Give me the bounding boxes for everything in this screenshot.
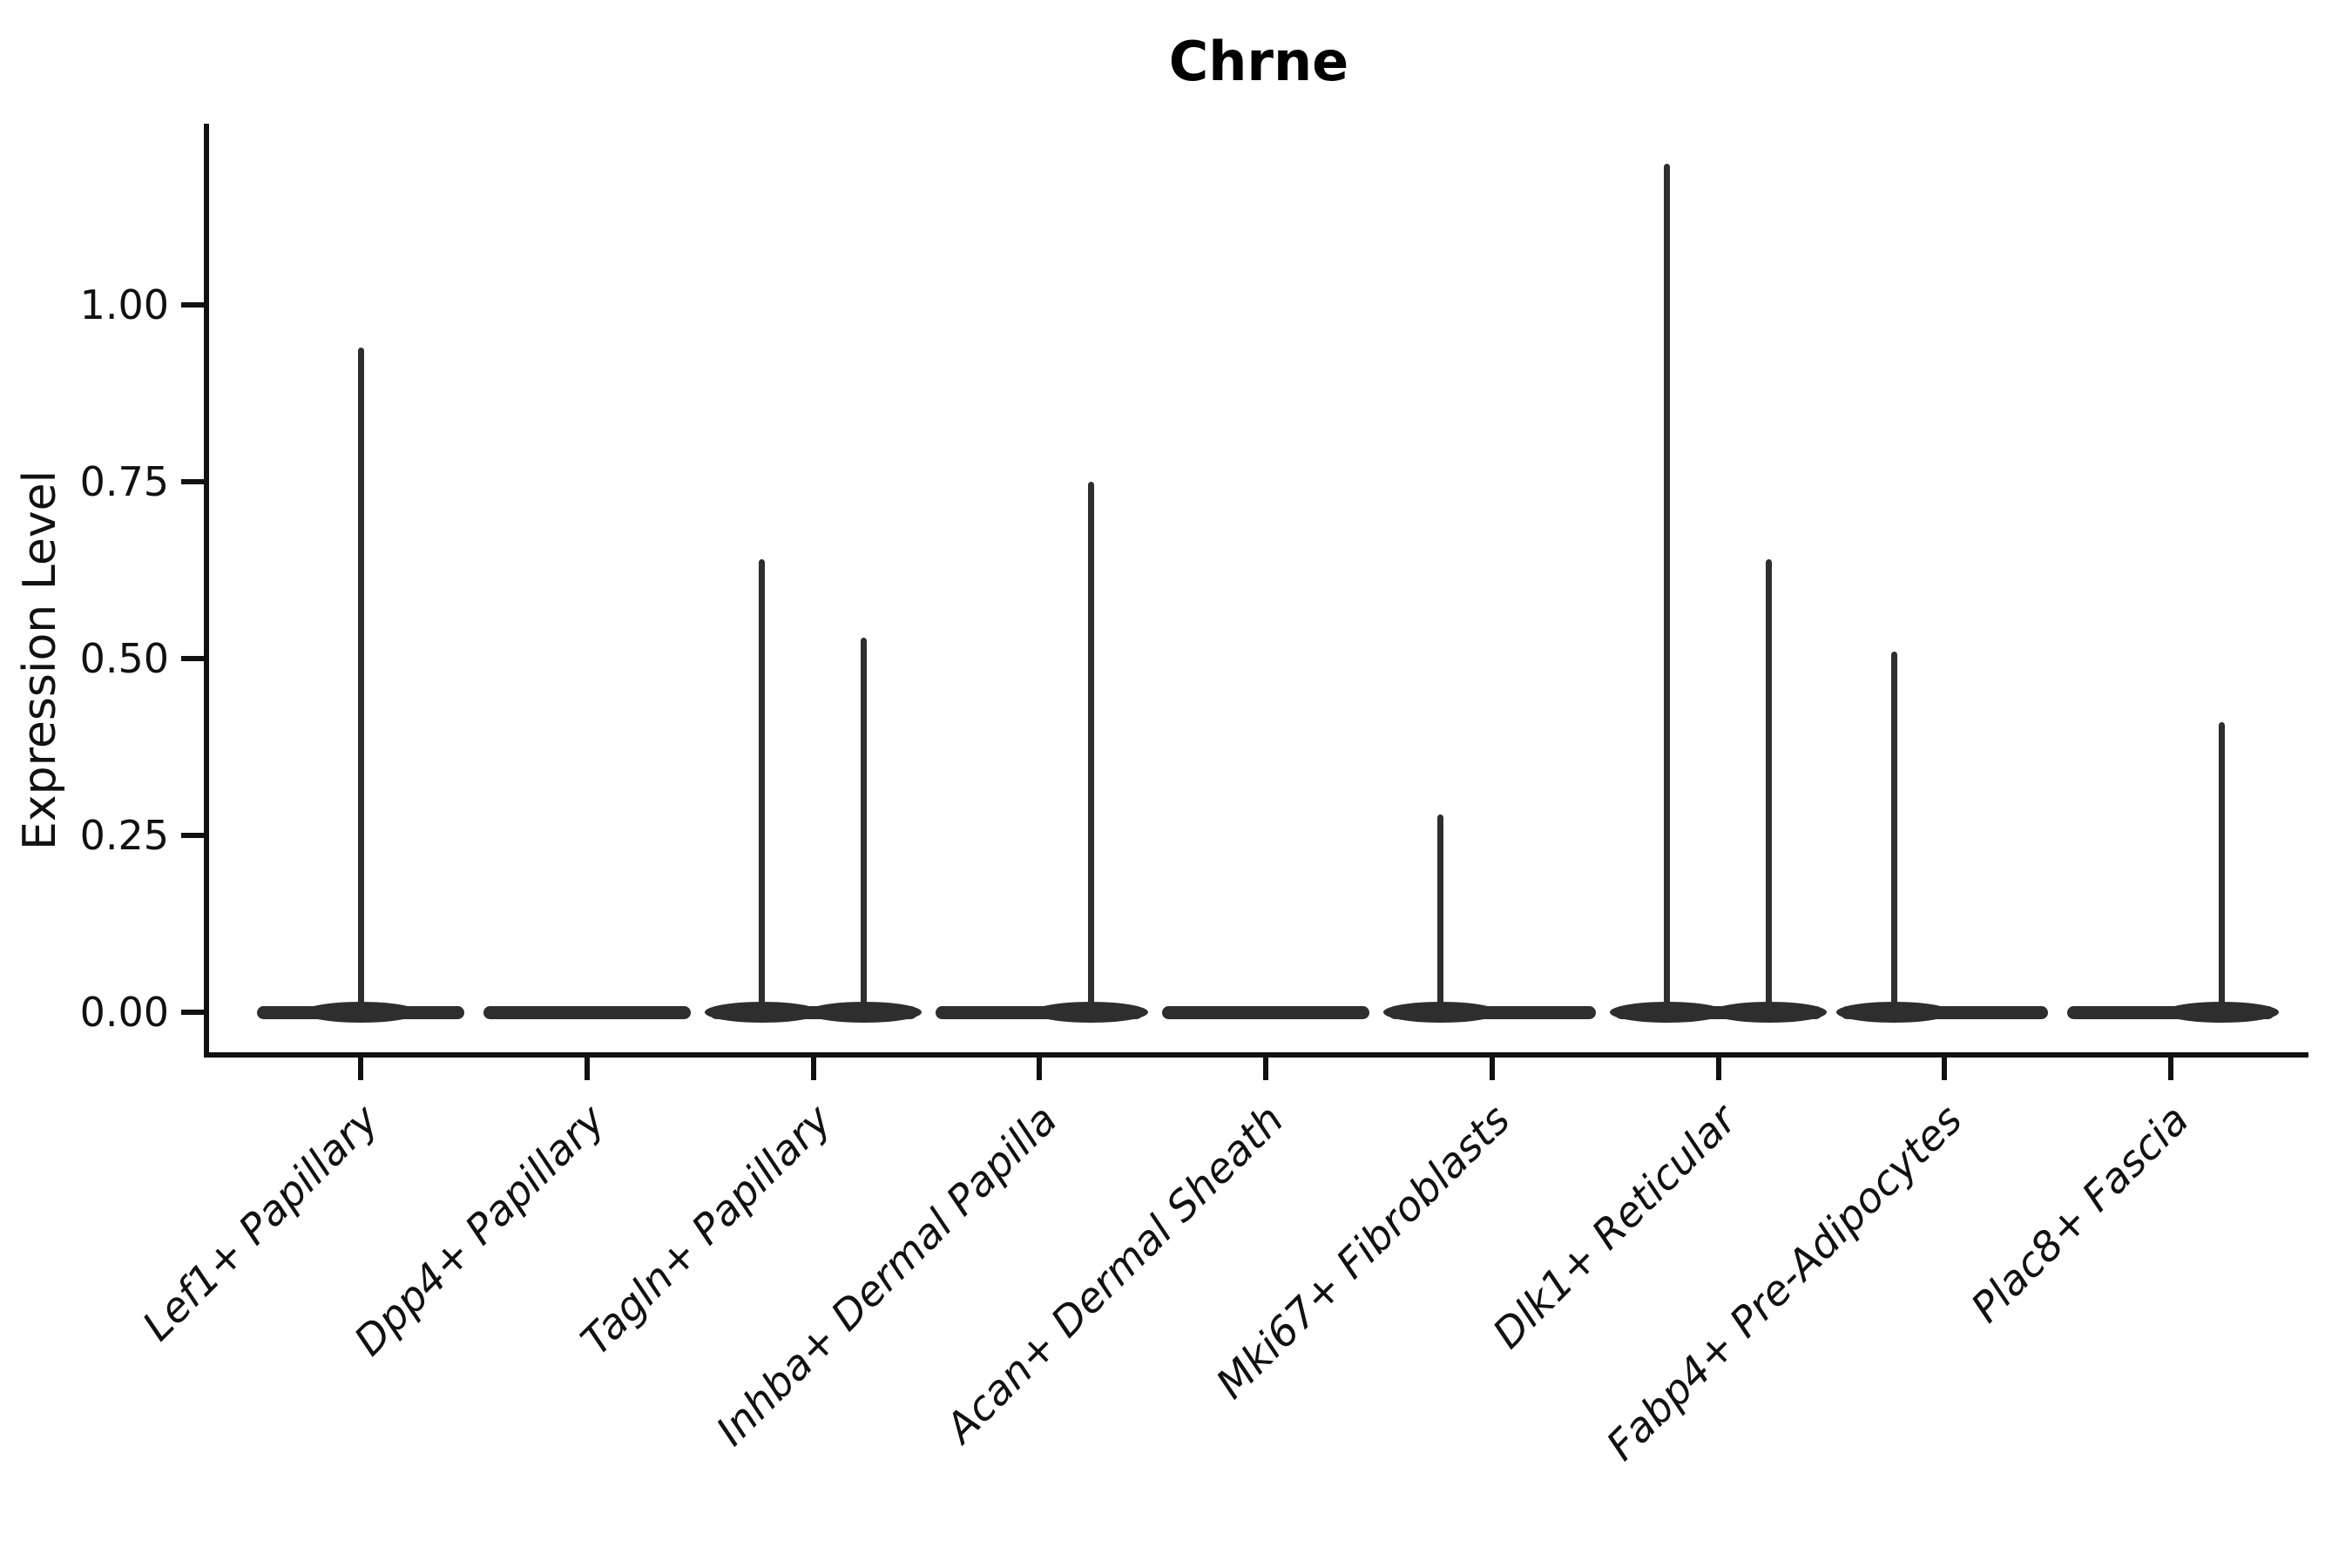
x-category-label: Dlk1+ Reticular [1484,1096,1746,1358]
violin-needle [1087,482,1094,1012]
violin-body [483,1006,691,1019]
y-tick-mark [181,656,204,661]
x-category-label: Dpp4+ Papillary [345,1096,615,1366]
violin-needle [1437,814,1444,1012]
x-category-label: Tagln+ Papillary [571,1096,841,1365]
x-tick-mark [358,1058,363,1080]
y-axis-label: Expression Level [14,470,66,851]
y-tick-label: 0.25 [79,812,169,859]
y-tick-label: 1.00 [79,281,169,328]
x-category-label: Fabp4+ Pre-Adipocytes [1598,1096,1972,1470]
x-tick-mark [1263,1058,1268,1080]
violin-needle [861,637,868,1012]
violin-needle [1664,163,1671,1012]
x-tick-mark [810,1058,816,1080]
y-tick-mark [181,302,204,308]
violin-needle [759,559,766,1012]
chart-title: Chrne [1168,30,1349,93]
violin-body [1162,1006,1369,1019]
violin-needle [1890,651,1897,1012]
x-tick-mark [584,1058,590,1080]
x-tick-mark [1037,1058,1043,1080]
y-tick-label: 0.00 [79,989,169,1036]
x-tick-mark [1942,1058,1948,1080]
x-category-label: Lef1+ Papillary [133,1096,389,1351]
y-axis-line [204,124,209,1058]
y-tick-label: 0.75 [79,458,169,505]
y-tick-mark [181,833,204,838]
y-tick-label: 0.50 [79,635,169,682]
violin-needle [2218,722,2225,1012]
y-tick-mark [181,479,204,484]
x-tick-mark [2168,1058,2173,1080]
x-tick-mark [1489,1058,1495,1080]
x-axis-line [204,1052,2308,1058]
violin-needle [1766,559,1773,1012]
violin-needle [357,347,364,1012]
x-tick-mark [1715,1058,1721,1080]
y-tick-mark [181,1010,204,1015]
x-category-label: Plac8+ Fascia [1962,1096,2199,1333]
